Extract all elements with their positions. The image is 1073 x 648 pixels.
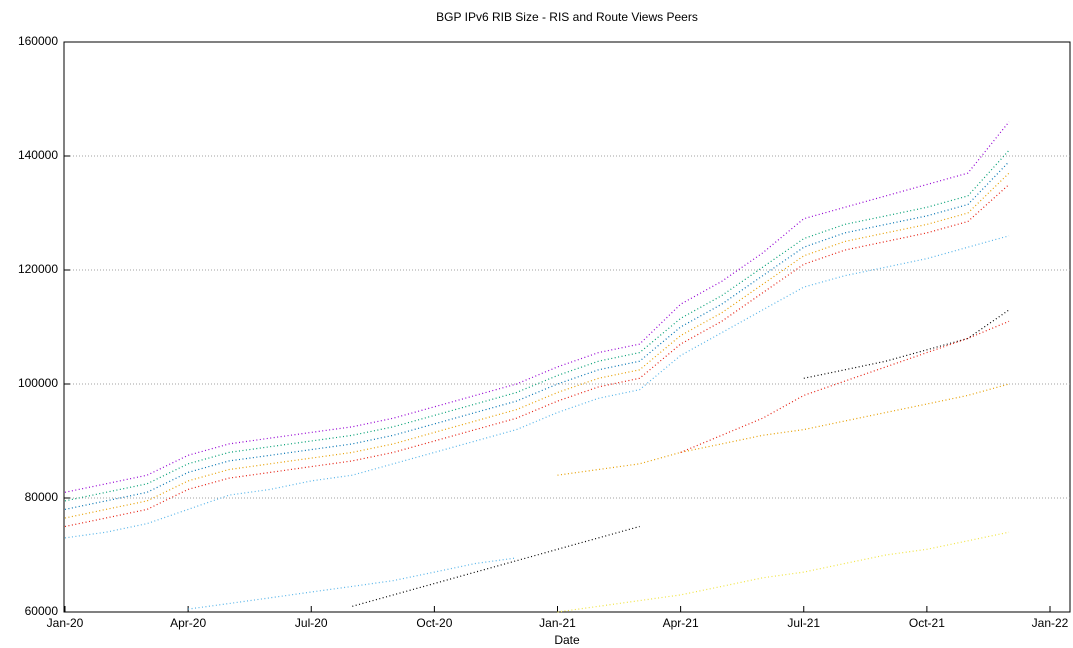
- chart-title: BGP IPv6 RIB Size - RIS and Route Views …: [436, 10, 698, 24]
- x-tick-label: Apr-21: [663, 616, 699, 630]
- x-tick-label: Apr-20: [170, 616, 206, 630]
- series-line: [64, 235, 1010, 539]
- y-tick-label: 140000: [18, 148, 58, 162]
- x-tick-label: Jan-20: [47, 616, 84, 630]
- series-line: [64, 149, 1010, 502]
- plot-frame: [63, 41, 1071, 613]
- series-line: [64, 161, 1010, 510]
- x-tick-label: Jan-22: [1032, 616, 1069, 630]
- x-tick-label: Jan-21: [539, 616, 576, 630]
- series-line: [188, 557, 517, 610]
- series-line: [680, 320, 1010, 453]
- series-line: [64, 121, 1010, 493]
- series-line: [64, 172, 1010, 519]
- y-tick-label: 80000: [25, 490, 59, 504]
- series-line: [352, 309, 1010, 607]
- series-line: [64, 184, 1010, 528]
- x-axis-label: Date: [554, 633, 580, 647]
- y-tick-label: 160000: [18, 34, 58, 48]
- x-tick-label: Oct-20: [416, 616, 452, 630]
- x-tick-label: Jul-21: [787, 616, 820, 630]
- series-line: [557, 531, 1010, 613]
- y-tick-label: 60000: [25, 604, 59, 618]
- series-line: [557, 383, 1010, 476]
- y-tick-label: 100000: [18, 376, 58, 390]
- x-tick-label: Oct-21: [909, 616, 945, 630]
- y-tick-label: 120000: [18, 262, 58, 276]
- x-tick-label: Jul-20: [295, 616, 328, 630]
